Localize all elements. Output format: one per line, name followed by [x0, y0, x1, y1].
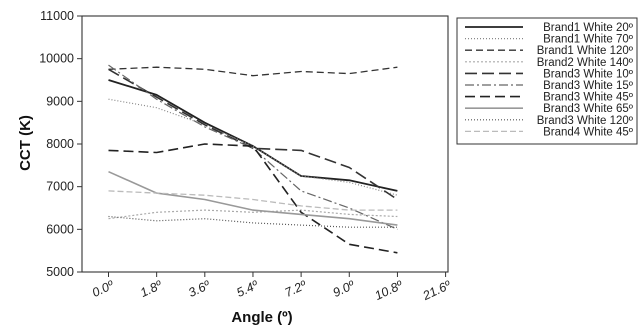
x-tick-label: 0.0º [90, 277, 117, 300]
x-tick-label: 1.8º [138, 277, 165, 300]
legend-label: Brand3 White 45º [543, 92, 634, 104]
legend-item: Brand3 White 15º [465, 80, 634, 92]
series-line-5 [108, 68, 398, 201]
legend-label: Brand3 White 65º [543, 103, 634, 115]
legend-label: Brand1 White 70º [543, 34, 634, 46]
x-tick-label: 9.0º [331, 277, 358, 300]
legend-label: Brand1 White 120º [537, 45, 634, 57]
legend-item: Brand1 White 120º [465, 45, 634, 57]
legend-item: Brand1 White 20º [465, 22, 634, 34]
series-line-4 [108, 209, 398, 220]
y-tick-label: 5000 [46, 265, 74, 279]
x-tick-label: 10.8º [373, 277, 406, 303]
legend-label: Brand4 White 45º [543, 126, 634, 138]
legend-item: Brand3 White 120º [465, 115, 634, 127]
x-axis-title: Angle (º) [231, 309, 292, 326]
y-axis-title: CCT (K) [17, 115, 34, 171]
x-tick-label: 21.6º [420, 277, 454, 303]
legend-item: Brand3 White 45º [465, 92, 634, 104]
y-tick-label: 11000 [40, 9, 74, 23]
series-line-1 [108, 79, 398, 192]
y-tick-label: 6000 [46, 222, 74, 236]
y-tick-label: 8000 [46, 137, 74, 151]
legend-item: Brand3 White 65º [465, 103, 634, 115]
legend-item: Brand4 White 45º [465, 126, 634, 138]
legend-label: Brand2 White 140º [537, 57, 634, 69]
series-line-8 [108, 170, 398, 226]
legend-item: Brand1 White 70º [465, 34, 634, 46]
series-line-9 [108, 215, 398, 228]
series-line-3 [108, 66, 398, 77]
x-tick-label: 3.6º [186, 277, 213, 300]
y-tick-label: 9000 [46, 94, 74, 108]
series-line-2 [108, 98, 398, 196]
x-tick-label: 5.4º [234, 277, 261, 300]
y-tick-label: 10000 [39, 52, 74, 66]
plot-area: 5000 6000 7000 8000 9000 10000 11000 0.0º 1.8º 3.… [39, 9, 454, 303]
plot-frame [81, 15, 449, 273]
x-tick-label: 7.2º [283, 277, 310, 300]
series-line-10 [108, 190, 398, 211]
legend-label: Brand3 White 10º [543, 68, 634, 80]
legend-item: Brand3 White 10º [465, 68, 634, 80]
y-tick-label: 7000 [46, 180, 74, 194]
legend-label: Brand3 White 120º [537, 115, 634, 127]
legend-item: Brand2 White 140º [465, 57, 634, 69]
legend-label: Brand3 White 15º [543, 80, 634, 92]
series-line-7 [108, 143, 398, 254]
series-line-6 [108, 64, 398, 230]
legend-label: Brand1 White 20º [543, 22, 634, 34]
